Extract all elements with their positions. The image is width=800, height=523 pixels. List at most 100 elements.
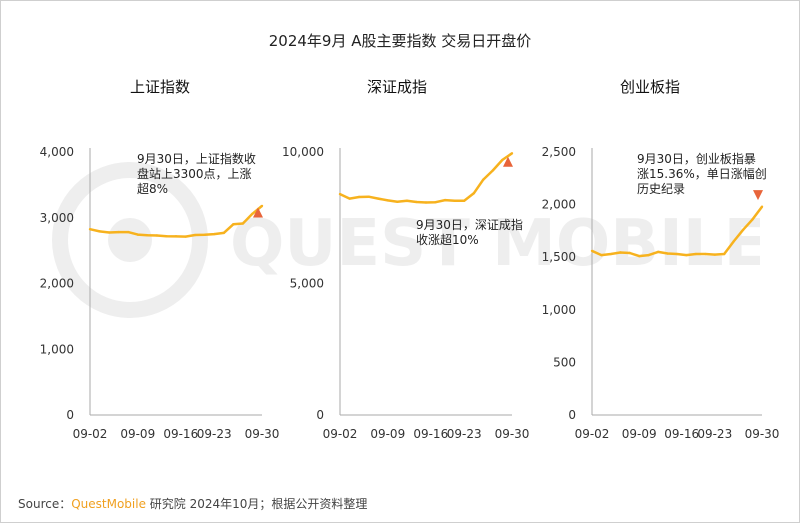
annotation-text: 涨15.36%，单日涨幅创	[637, 166, 767, 181]
y-tick-label: 1,000	[542, 303, 576, 317]
data-point	[443, 198, 447, 202]
y-tick-label: 0	[316, 408, 324, 422]
data-point	[694, 252, 698, 256]
x-tick-label: 09-02	[575, 427, 610, 441]
data-point	[213, 232, 216, 236]
data-point	[357, 195, 361, 199]
data-point	[377, 197, 380, 200]
series-line	[89, 204, 263, 238]
data-point	[463, 199, 466, 202]
data-point	[675, 252, 679, 256]
data-point	[628, 251, 631, 255]
highlight-marker	[753, 190, 763, 201]
data-point	[348, 197, 351, 200]
data-point	[434, 201, 437, 204]
annotation-text: 9月30日，深证成指	[416, 217, 523, 232]
data-point	[741, 228, 745, 232]
data-point	[396, 200, 399, 203]
source-label: Source：	[18, 497, 72, 511]
annotation-text: 历史纪录	[637, 182, 685, 196]
data-point	[482, 178, 485, 181]
x-tick-label: 09-23	[197, 427, 232, 441]
data-point	[367, 195, 370, 198]
main-title: 2024年9月 A股主要指数 交易日开盘价	[268, 32, 532, 50]
x-tick-label: 09-09	[370, 427, 405, 441]
y-tick-label: 1,000	[40, 342, 74, 356]
x-tick-label: 09-16	[413, 427, 448, 441]
x-tick-label: 09-16	[664, 427, 699, 441]
data-point	[127, 230, 130, 234]
x-tick-label: 09-02	[323, 427, 358, 441]
x-tick-label: 09-30	[745, 427, 780, 441]
data-point	[656, 250, 660, 254]
annotation-text: 9月30日，上证指数收	[137, 151, 256, 166]
data-point	[600, 253, 603, 257]
x-tick-label: 09-16	[163, 427, 198, 441]
source-note: Source：QuestMobile 研究院 2024年10月；根据公开资料整理	[18, 495, 367, 512]
annotation-text: 超8%	[137, 181, 168, 196]
chart-title: 深证成指	[367, 78, 427, 96]
x-tick-label: 09-30	[245, 427, 280, 441]
annotation-text: 盘站上3300点，上涨	[137, 166, 252, 181]
data-point	[415, 200, 418, 204]
y-tick-label: 3,000	[40, 211, 74, 225]
annotation-text: 9月30日，创业板指暴	[637, 151, 756, 166]
data-point	[472, 192, 475, 195]
data-point	[165, 234, 168, 238]
series-line	[591, 205, 764, 258]
source-brand: QuestMobile	[71, 497, 146, 511]
watermark-logo: QUEST MOBILE	[52, 162, 760, 318]
data-point	[685, 253, 688, 257]
data-point	[386, 199, 389, 202]
data-point	[619, 251, 622, 254]
data-point	[251, 212, 254, 216]
chart-title: 创业板指	[620, 78, 680, 96]
x-tick-label: 09-09	[120, 427, 155, 441]
x-tick-label: 09-30	[495, 427, 530, 441]
data-point	[501, 158, 504, 162]
data-point	[241, 222, 245, 225]
highlight-marker	[253, 207, 263, 218]
data-point	[732, 240, 735, 243]
x-tick-label: 09-23	[697, 427, 732, 441]
data-point	[98, 230, 101, 233]
data-point	[174, 235, 178, 238]
data-point	[590, 249, 594, 253]
data-point	[424, 201, 428, 204]
data-point	[751, 218, 754, 221]
series-line	[339, 152, 513, 204]
data-point	[638, 254, 641, 258]
y-tick-label: 0	[568, 408, 576, 422]
data-point	[713, 253, 716, 256]
data-point	[193, 233, 197, 237]
data-point	[666, 252, 669, 255]
data-point	[107, 231, 111, 234]
data-point	[338, 192, 342, 196]
data-point	[88, 227, 92, 231]
y-tick-label: 5,000	[290, 277, 324, 291]
source-text: 研究院 2024年10月；根据公开资料整理	[145, 497, 368, 511]
data-point	[647, 253, 650, 257]
y-tick-label: 2,000	[542, 198, 576, 212]
data-point	[203, 233, 206, 237]
chart-title: 上证指数	[130, 78, 190, 96]
y-tick-label: 10,000	[282, 145, 324, 159]
y-tick-label: 500	[553, 355, 576, 369]
data-point	[260, 204, 264, 208]
data-point	[609, 252, 613, 256]
x-tick-label: 09-09	[622, 427, 657, 441]
data-point	[723, 252, 726, 256]
data-point	[704, 252, 707, 256]
data-point	[184, 235, 187, 238]
y-tick-label: 2,000	[40, 277, 74, 291]
data-point	[117, 230, 120, 234]
data-point	[155, 234, 159, 237]
data-point	[760, 205, 764, 208]
highlight-marker	[503, 156, 513, 167]
data-point	[453, 199, 456, 202]
data-point	[405, 199, 409, 202]
data-point	[146, 234, 149, 237]
annotation-text: 收涨超10%	[416, 232, 479, 247]
y-tick-label: 2,500	[542, 145, 576, 159]
